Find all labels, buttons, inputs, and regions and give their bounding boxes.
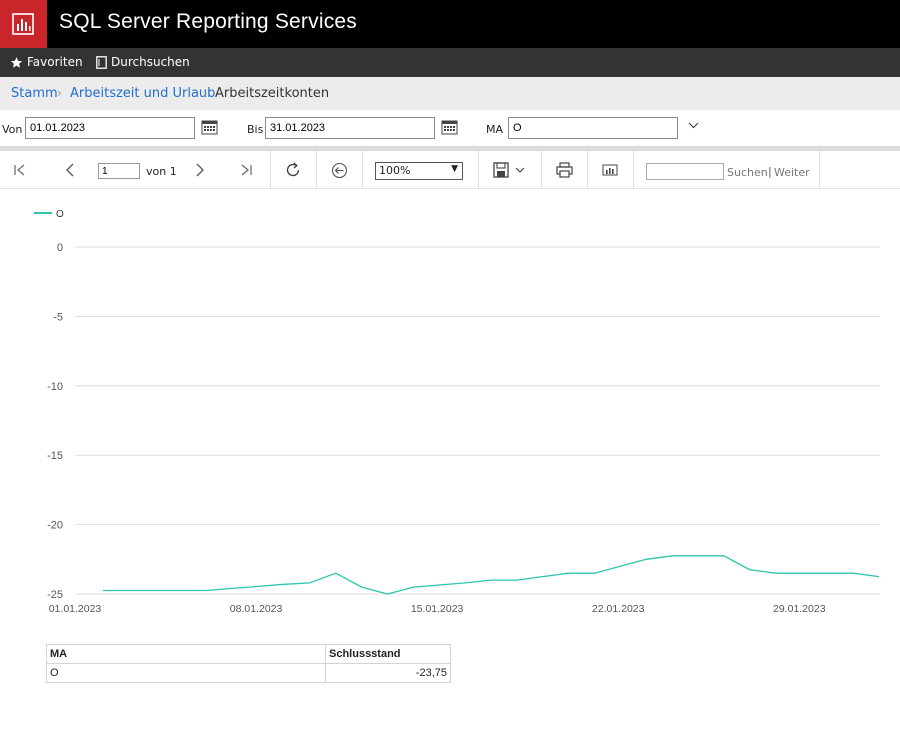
first-page-icon	[14, 164, 25, 176]
toolbar-separator	[478, 151, 479, 189]
breadcrumb-current: Arbeitszeitkonten	[215, 86, 330, 101]
breadcrumb-chevron-icon: ›	[203, 86, 208, 100]
back-button[interactable]	[325, 151, 353, 189]
toolbar-separator	[270, 151, 271, 189]
summary-table: MA Schlussstand O -23,75	[46, 644, 451, 683]
nav-favorites-label: Favoriten	[27, 55, 83, 69]
nav-bar: Favoriten Durchsuchen	[0, 48, 900, 77]
to-label: Bis	[247, 123, 264, 136]
back-arrow-icon	[331, 162, 347, 178]
from-label: Von	[2, 123, 23, 136]
report-toolbar: von 1 100% ▼ Suchen | Weiter	[0, 151, 900, 189]
last-page-icon	[241, 164, 252, 176]
app-title: SQL Server Reporting Services	[59, 10, 357, 33]
dropdown-arrow-icon: ▼	[451, 164, 458, 174]
parameter-bar: Von Bis MA	[0, 110, 900, 146]
page-count: von 1	[146, 165, 177, 178]
y-tick-label: -25	[47, 589, 63, 601]
next-page-button[interactable]	[186, 151, 214, 189]
x-tick-label: 08.01.2023	[230, 603, 283, 615]
table-cell-schlussstand: -23,75	[325, 663, 451, 683]
chevron-left-icon	[66, 163, 74, 177]
save-disk-icon	[493, 162, 509, 178]
find-next-button[interactable]: Weiter	[774, 166, 810, 179]
search-input[interactable]	[646, 163, 724, 180]
toolbar-separator	[633, 151, 634, 189]
document-icon	[96, 56, 107, 69]
balance-line-chart: 0 -5 -10 -15 -20 -25 01.01.2023 08.01.2023 15.01…	[0, 190, 900, 620]
previous-page-button[interactable]	[56, 151, 84, 189]
table-header-row: MA Schlussstand	[46, 644, 451, 664]
zoom-select[interactable]: 100% ▼	[375, 162, 463, 180]
chart-canvas: 0 -5 -10 -15 -20 -25 01.01.2023 08.01.2023 15.01…	[34, 209, 880, 615]
x-tick-label: 01.01.2023	[49, 603, 102, 615]
table-header-schlussstand: Schlussstand	[325, 644, 451, 664]
chevron-down-icon	[515, 167, 525, 173]
search-divider: |	[768, 165, 772, 178]
print-button[interactable]	[550, 151, 578, 189]
y-tick-label: 0	[57, 242, 63, 254]
star-icon	[10, 57, 23, 68]
legend-label: O	[56, 209, 64, 220]
ma-label: MA	[486, 123, 504, 136]
report-chart-icon	[12, 13, 34, 35]
printer-icon	[555, 162, 573, 178]
breadcrumb-chevron-icon: ›	[57, 86, 62, 100]
y-tick-label: -5	[53, 311, 63, 323]
table-header-ma: MA	[46, 644, 326, 664]
to-date-input[interactable]	[265, 117, 435, 139]
last-page-button[interactable]	[232, 151, 260, 189]
page-number-input[interactable]	[98, 163, 140, 179]
y-tick-label: -10	[47, 381, 63, 393]
first-page-button[interactable]	[6, 151, 34, 189]
nav-browse-label: Durchsuchen	[111, 55, 190, 69]
from-date-input[interactable]	[25, 117, 195, 139]
data-feed-button[interactable]	[596, 151, 624, 189]
divider	[0, 146, 900, 151]
data-feed-icon	[602, 164, 618, 176]
table-row: O -23,75	[46, 663, 451, 683]
calendar-icon[interactable]	[441, 119, 458, 135]
search-button[interactable]: Suchen	[727, 166, 768, 179]
chevron-right-icon	[196, 163, 204, 177]
x-tick-label: 22.01.2023	[592, 603, 645, 615]
toolbar-separator	[541, 151, 542, 189]
breadcrumb-home[interactable]: Stamm	[11, 86, 58, 101]
ssrs-logo[interactable]	[0, 0, 47, 48]
chevron-down-icon[interactable]	[688, 122, 699, 129]
zoom-value: 100%	[379, 164, 411, 177]
toolbar-separator	[819, 151, 820, 189]
toolbar-separator	[316, 151, 317, 189]
refresh-button[interactable]	[278, 151, 308, 189]
refresh-icon	[286, 162, 300, 177]
table-cell-ma: O	[46, 663, 326, 683]
breadcrumb: Stamm › Arbeitszeit und Urlaub › Arbeits…	[0, 77, 900, 110]
x-tick-label: 15.01.2023	[411, 603, 464, 615]
ma-select[interactable]	[508, 117, 678, 139]
calendar-icon[interactable]	[201, 119, 218, 135]
y-tick-label: -20	[47, 520, 63, 532]
x-tick-label: 29.01.2023	[773, 603, 826, 615]
nav-browse[interactable]: Durchsuchen	[96, 48, 190, 77]
breadcrumb-folder[interactable]: Arbeitszeit und Urlaub	[70, 86, 216, 101]
toolbar-separator	[587, 151, 588, 189]
nav-favorites[interactable]: Favoriten	[10, 48, 83, 77]
export-button[interactable]	[488, 151, 530, 189]
y-tick-label: -15	[47, 450, 63, 462]
toolbar-separator	[362, 151, 363, 189]
series-line-O	[103, 555, 880, 595]
title-bar: SQL Server Reporting Services	[0, 0, 900, 48]
